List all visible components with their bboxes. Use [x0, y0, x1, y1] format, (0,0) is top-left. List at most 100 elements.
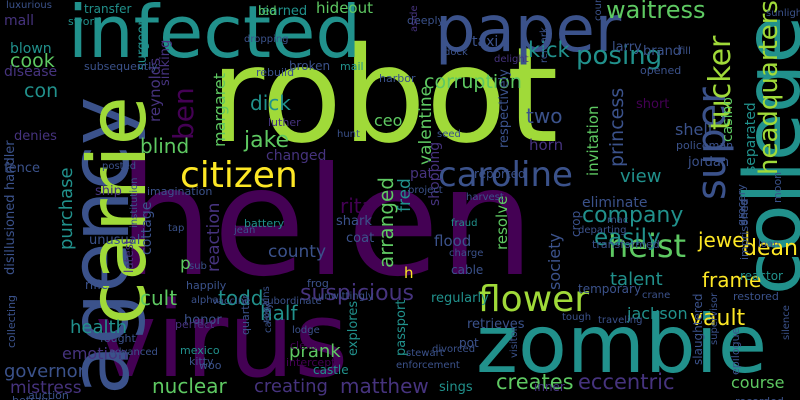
word-divorced: divorced [432, 344, 476, 355]
word-mall: mall [4, 13, 34, 29]
word-inner: inner [534, 380, 565, 394]
word-slaughtered: slaughtered [691, 293, 705, 365]
word-enforcement: enforcement [396, 360, 460, 371]
word-margaret: margaret [210, 73, 229, 147]
word-harbor: harbor [379, 72, 416, 85]
word-eccentric: eccentric [578, 370, 675, 394]
word-matthew: matthew [340, 374, 429, 398]
word-candy: candy [263, 302, 274, 333]
word-shopping: shopping [427, 141, 443, 206]
word-imagination: imagination [147, 185, 213, 198]
word-unusual: unusual [89, 233, 141, 248]
word-sub: sub [189, 261, 207, 272]
word-castle: castle [313, 363, 349, 377]
word-woo: woo [199, 359, 222, 372]
word-pot: pot [459, 336, 479, 350]
word-battery: battery [244, 217, 285, 230]
word-headquarters: headquarters [754, 0, 784, 175]
word-advanced: advanced [109, 347, 158, 358]
word-mail: mail [340, 60, 364, 73]
word-tough: tough [562, 312, 592, 323]
word-jackson: jackson [627, 304, 688, 323]
word-cable: cable [451, 263, 484, 277]
word-course: course [731, 373, 785, 392]
word-honor: honor [184, 313, 222, 328]
word-con: con [24, 80, 59, 102]
word-bid: bid [258, 4, 277, 18]
word-fence: fence [4, 161, 40, 176]
word-waitress: waitress [606, 0, 706, 24]
word-robot: robot [210, 19, 559, 173]
word-fraud: fraud [451, 218, 478, 229]
word-latest: latest [122, 239, 136, 273]
word-crane: crane [642, 290, 671, 301]
word-mexico: mexico [180, 344, 220, 357]
word-institution: institution [129, 177, 140, 228]
word-intercept: intercept [286, 356, 336, 369]
word-cook: cook [10, 50, 55, 72]
word-denies: denies [14, 129, 57, 144]
word-p: p [180, 254, 191, 274]
word-luxurious: luxurious [6, 0, 52, 11]
word-eliminate: eliminate [582, 195, 648, 211]
word-larry: larry [612, 40, 642, 55]
word-reported: reported [474, 167, 526, 181]
word-charge: charge [449, 248, 484, 259]
word-rifle: rifle [85, 278, 109, 292]
word-auction: auction [28, 389, 69, 400]
word-alpha: alpha [191, 295, 219, 306]
word-county: county [268, 242, 327, 262]
word-regularly: regularly [431, 291, 489, 306]
word-countryside: countryside [593, 0, 604, 21]
word-fill: fill [679, 46, 691, 57]
word-delight: delight [494, 54, 529, 65]
word-transfer: transfer [84, 2, 132, 16]
word-separated: separated [743, 102, 759, 173]
word-brand: brand [643, 44, 682, 59]
word-health: health [70, 317, 127, 338]
word-temporary: temporary [578, 282, 642, 296]
word-half: half [260, 301, 298, 325]
word-reactor: reactor [740, 269, 783, 283]
word-traveling: traveling [598, 315, 643, 326]
word-coat: coat [346, 231, 375, 246]
word-taxi: taxi [472, 34, 499, 50]
word-aside: aside [409, 5, 420, 32]
word-explores: explores [346, 300, 361, 356]
word-emotion: emotion [62, 344, 128, 363]
word-ship: ship [95, 184, 122, 199]
word-creates: creates [496, 370, 574, 394]
word-stewart: stewart [406, 348, 444, 359]
word-talent: talent [610, 269, 663, 290]
word-betrays: betrays [12, 395, 54, 400]
word-shark: shark [336, 214, 372, 229]
word-fought: fought [100, 332, 136, 345]
word-view: view [620, 166, 662, 187]
word-subsequently: subsequently [84, 60, 158, 73]
word-shell: shell [675, 120, 713, 139]
word-cult: cult [140, 286, 178, 310]
word-dropping: dropping [244, 34, 289, 45]
word-learned: learned [258, 4, 308, 19]
word-caroline: caroline [438, 155, 573, 195]
word-deeply: deeply [407, 14, 445, 27]
word-moon: moon [771, 171, 784, 203]
word-departing: departing [578, 225, 627, 236]
word-sinking: sinking [158, 39, 173, 86]
word-short: short [636, 97, 670, 112]
word-sens: sens [737, 199, 750, 225]
word-posted: posted [102, 161, 137, 172]
word-casino: casino [720, 97, 736, 142]
word-reaction: reaction [204, 202, 224, 272]
word-zombie: zombie [476, 298, 768, 391]
word-arranged: arranged [374, 177, 398, 268]
word-horn: horn [529, 136, 564, 154]
word-epilogue: epilogue [729, 327, 742, 375]
word-ben: ben [167, 87, 200, 140]
word-company: company [582, 203, 684, 228]
word-hunt: hunt [337, 129, 360, 140]
word-supervisor: supervisor [709, 292, 720, 345]
word-dean: dean [743, 236, 798, 261]
word-ceo: ceo [374, 111, 403, 130]
